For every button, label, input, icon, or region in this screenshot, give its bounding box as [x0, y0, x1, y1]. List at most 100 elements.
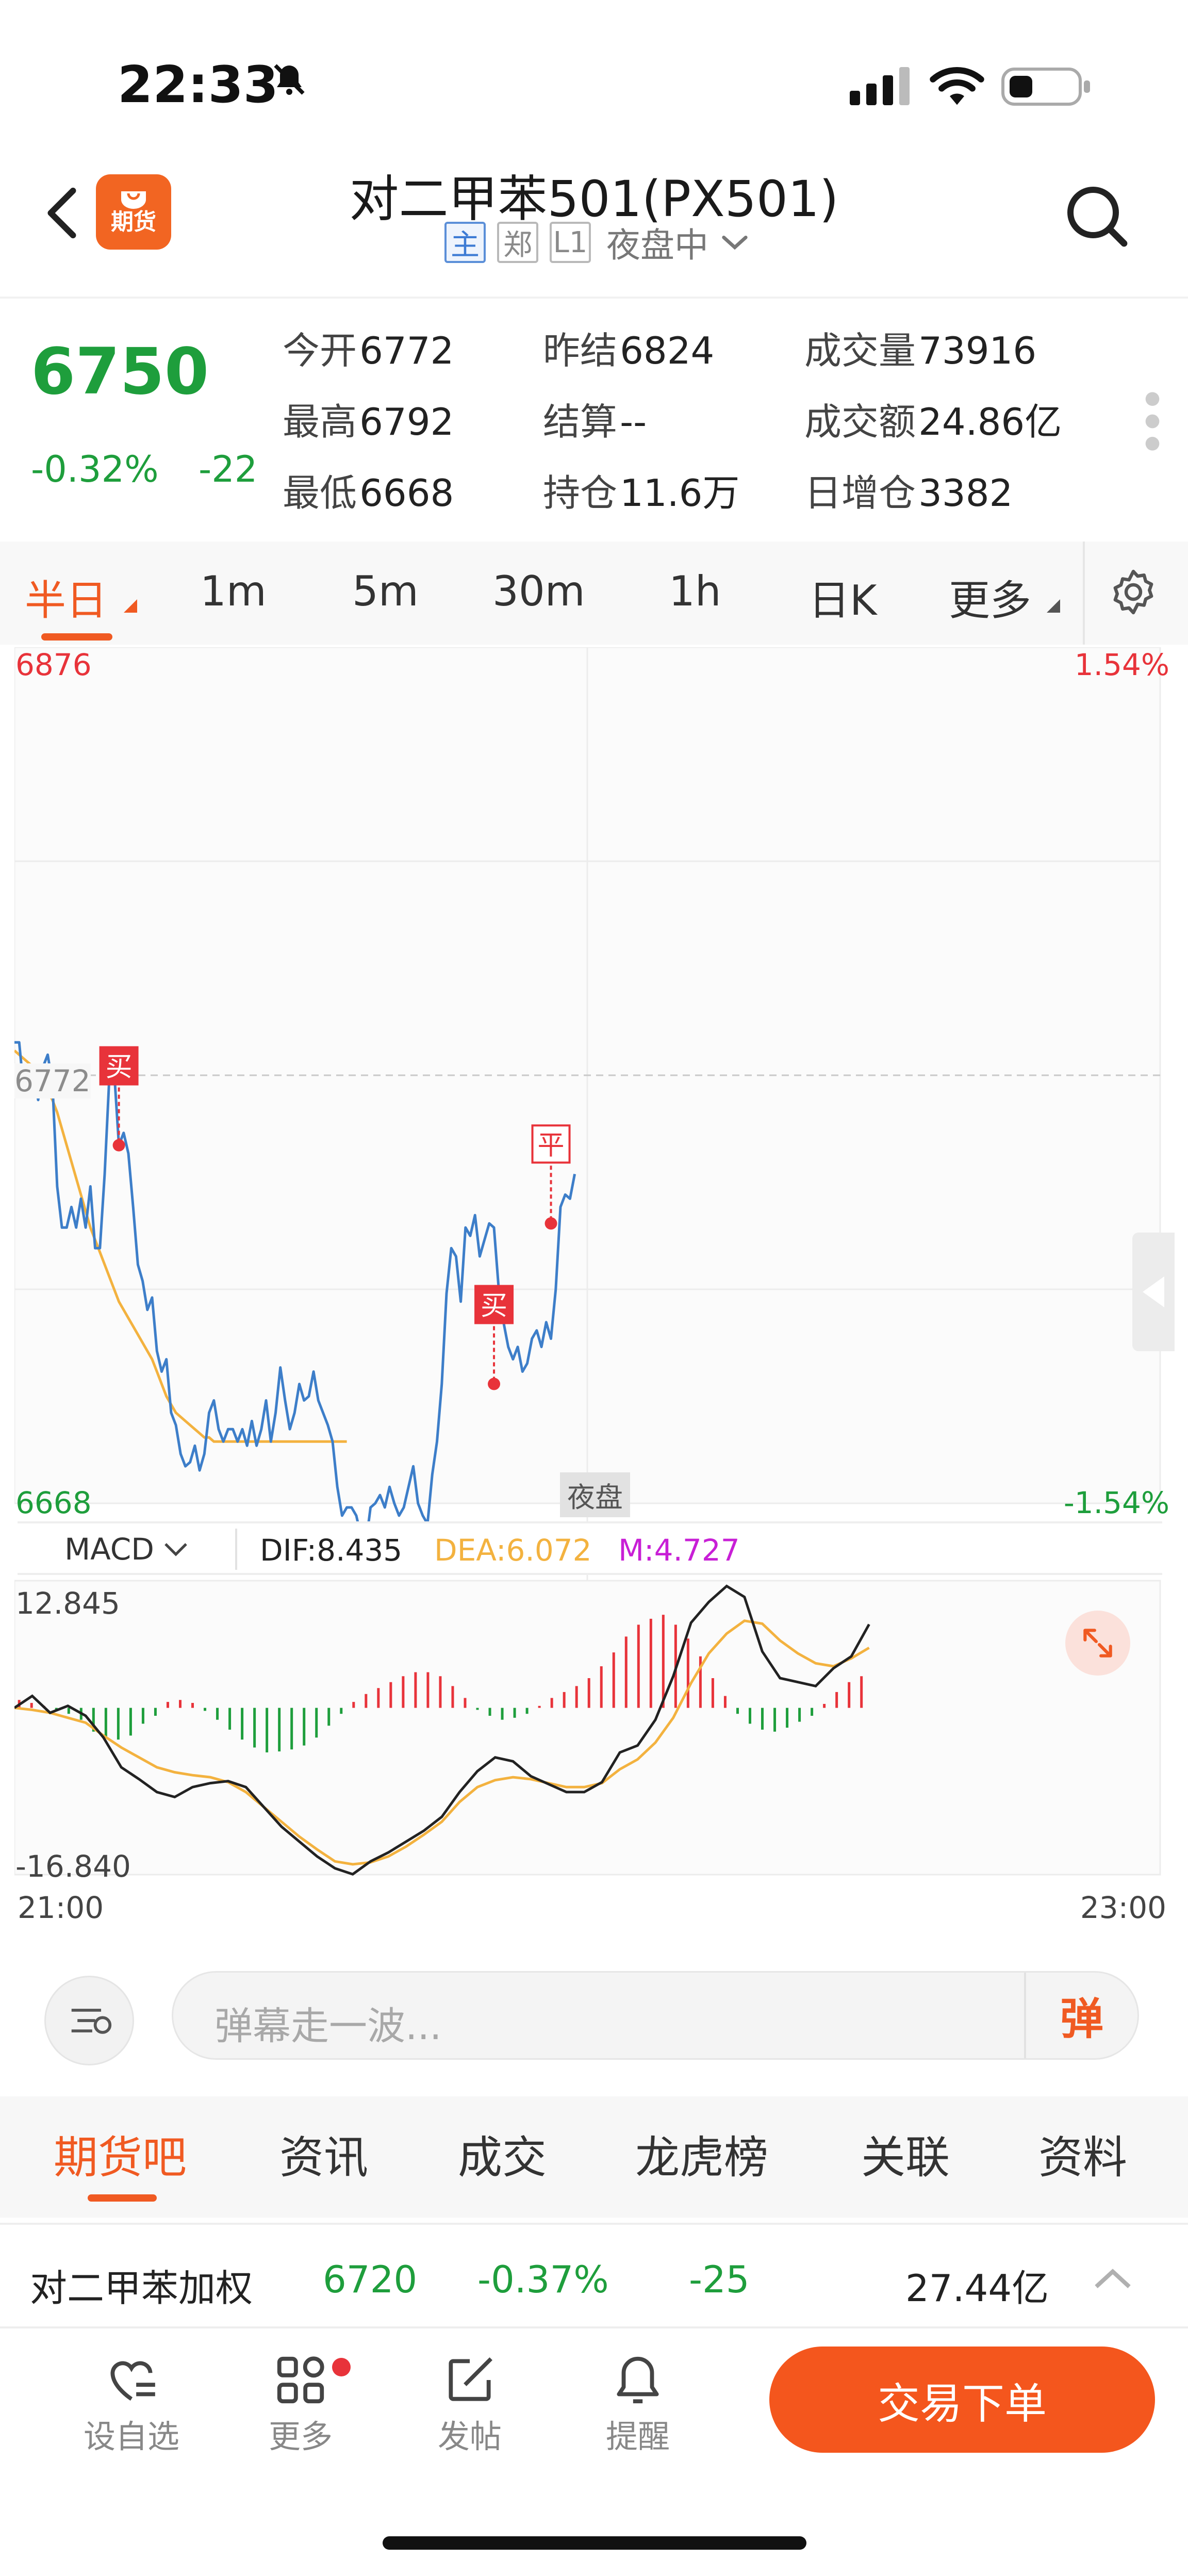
macd-dif-line [13, 1584, 870, 1876]
tab-dragon-tiger[interactable]: 龙虎榜 [635, 2132, 768, 2184]
pct-low-label: -1.54% [1063, 1485, 1169, 1520]
quote-field-label: 今开 [283, 329, 357, 372]
tab-futures-forum[interactable]: 期货吧 [54, 2132, 187, 2184]
session-status[interactable]: 夜盘中 [606, 225, 708, 265]
tab-profile[interactable]: 资料 [1038, 2132, 1127, 2184]
trade-marker-dot [112, 1139, 125, 1152]
battery-icon [1001, 68, 1090, 106]
weighted-change: -25 [689, 2258, 750, 2301]
corner-triangle-icon [1047, 599, 1060, 613]
bell-muted-icon [274, 64, 305, 95]
weighted-index-row[interactable]: 对二甲苯加权 6720 -0.37% -25 27.44亿 [0, 2223, 1188, 2328]
chevron-up-icon[interactable] [1092, 2266, 1133, 2291]
macd-low-label: -16.840 [15, 1849, 131, 1884]
quote-field-label: 最低 [283, 471, 357, 515]
price-layer: 买买平 [13, 1041, 576, 1546]
quote-field-label: 持仓 [543, 471, 618, 515]
weighted-amount: 27.44亿 [905, 2267, 1049, 2310]
more-vertical-icon[interactable] [1144, 390, 1161, 452]
intraday-chart[interactable]: 买买平 [13, 646, 1175, 1926]
danmaku-input[interactable]: 弹幕走一波... 弹 [172, 1971, 1139, 2060]
heart-list-icon [110, 2361, 155, 2401]
macd-layer [13, 1580, 1161, 1876]
macd-panel-bg [13, 1580, 1161, 1876]
chart-area[interactable]: 买买平 6876 1.54% 6668 -1.54% 6772 夜盘 MACD … [13, 646, 1175, 1926]
tab-30m[interactable]: 30m [492, 567, 585, 615]
price-line [14, 1041, 576, 1546]
nav-more[interactable]: 更多 [246, 2352, 355, 2475]
tag-main: 主 [444, 222, 486, 263]
chevron-down-icon[interactable] [720, 232, 750, 253]
logo-text: 期货 [111, 208, 156, 235]
price-high-label: 6876 [15, 647, 92, 682]
danmaku-send-button[interactable]: 弹 [1024, 1973, 1137, 2058]
tab-news[interactable]: 资讯 [279, 2132, 368, 2184]
quote-field-value: 6772 [359, 329, 454, 372]
tab-trades[interactable]: 成交 [458, 2132, 547, 2184]
trade-marker-box [99, 1046, 139, 1086]
weighted-name: 对二甲苯加权 [30, 2267, 253, 2310]
search-icon[interactable] [1062, 182, 1128, 248]
active-tab-underline [88, 2194, 157, 2202]
side-drawer-handle[interactable] [1132, 1233, 1175, 1351]
quote-field-value: 6792 [359, 400, 454, 444]
macd-header: MACD DIF:8.435 DEA:6.072 M:4.727 [18, 1521, 1162, 1575]
quote-field-high: 最高 6792 [283, 391, 454, 446]
quote-field-low: 最低 6668 [283, 463, 454, 517]
tab-1h[interactable]: 1h [669, 567, 721, 615]
change-value: -22 [199, 448, 258, 490]
trade-order-button[interactable]: 交易下单 [769, 2347, 1155, 2453]
weighted-percent: -0.37% [477, 2258, 609, 2301]
nav-alert[interactable]: 提醒 [584, 2352, 692, 2475]
expand-button[interactable] [1065, 1611, 1130, 1676]
quote-panel: 6750 -0.32% -22 今开 6772 昨结 6824 成交量 7391… [0, 297, 1188, 539]
quote-field-turnover: 成交额 24.86亿 [804, 391, 1062, 446]
page-title: 对二甲苯501(PX501) [349, 170, 839, 228]
quote-field-value: 11.6万 [620, 471, 740, 515]
status-bar: 22:33 [0, 0, 1188, 139]
quote-field-volume: 成交量 73916 [804, 320, 1036, 374]
chevron-down-icon [164, 1543, 187, 1556]
quote-field-value: 6824 [620, 329, 715, 372]
trade-marker-box [531, 1124, 571, 1164]
nav-watchlist[interactable]: 设自选 [77, 2352, 186, 2475]
average-price-line [13, 1049, 347, 1443]
wifi-icon [930, 67, 984, 105]
tab-5m[interactable]: 5m [352, 567, 419, 615]
session-marker: 夜盘 [560, 1472, 630, 1517]
danmaku-bar: 弹幕走一波... 弹 [0, 1931, 1188, 2096]
danmaku-settings-button[interactable] [44, 1976, 134, 2065]
quote-field-value: -- [620, 400, 647, 444]
quote-field-label: 最高 [283, 400, 357, 444]
period-tabs: 半日 1m 5m 30m 1h 日K 更多 [0, 542, 1188, 645]
tab-half-day[interactable]: 半日 [25, 577, 107, 625]
tab-related[interactable]: 关联 [861, 2132, 950, 2184]
quote-field-label: 昨结 [543, 329, 618, 372]
gear-icon[interactable] [1109, 567, 1158, 617]
nav-post[interactable]: 发帖 [416, 2352, 524, 2475]
tab-day-k[interactable]: 日K [808, 577, 877, 625]
nav-label: 更多 [268, 2418, 333, 2455]
quote-field-value: 3382 [918, 471, 1013, 515]
quote-field-label: 成交额 [804, 400, 916, 444]
macd-dif: DIF:8.435 [260, 1533, 403, 1568]
quote-field-value: 73916 [918, 329, 1037, 372]
quote-field-value: 6668 [359, 471, 454, 515]
expand-icon [1083, 1629, 1112, 1658]
trade-marker-dot [488, 1377, 501, 1390]
status-time: 22:33 [118, 56, 278, 114]
macd-high-label: 12.845 [15, 1586, 120, 1621]
back-icon[interactable] [40, 185, 81, 241]
header: 期货 对二甲苯501(PX501) 主 郑 L1 夜盘中 [0, 139, 1188, 297]
home-indicator [383, 2536, 806, 2550]
indicator-selector[interactable]: MACD [18, 1529, 237, 1570]
quote-field-prev-settle: 昨结 6824 [543, 320, 714, 374]
title-tags[interactable]: 主 郑 L1 夜盘中 [444, 221, 750, 265]
tab-1m[interactable]: 1m [200, 567, 267, 615]
nav-label: 发帖 [437, 2418, 502, 2455]
notification-dot [332, 2358, 351, 2376]
price-low-label: 6668 [15, 1485, 92, 1520]
quote-field-open: 今开 6772 [283, 320, 454, 374]
tab-more[interactable]: 更多 [949, 577, 1031, 625]
tag-exchange: 郑 [497, 222, 538, 263]
